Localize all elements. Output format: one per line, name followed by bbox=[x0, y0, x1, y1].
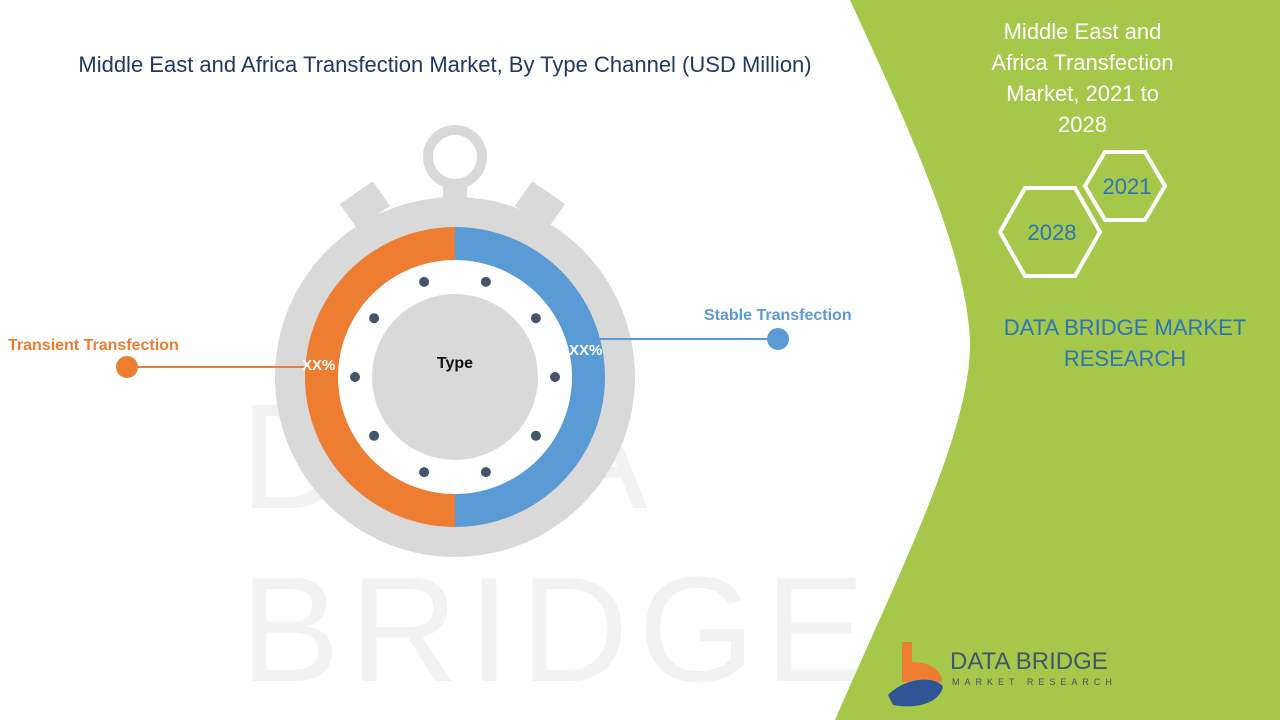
chart-title: Middle East and Africa Transfection Mark… bbox=[78, 52, 812, 77]
year-2028: 2028 bbox=[1027, 220, 1077, 245]
dial-dot bbox=[419, 276, 430, 287]
dial-dot bbox=[530, 430, 541, 441]
hexagon-2028 bbox=[997, 186, 1103, 278]
dial-dot bbox=[480, 276, 491, 287]
data-label-transient: XX% bbox=[302, 357, 336, 374]
green-panel bbox=[835, 0, 1280, 720]
center-label: Type bbox=[436, 355, 474, 372]
marker-left bbox=[116, 356, 138, 378]
dial-dot bbox=[350, 372, 360, 382]
category-label-transient: Transient Transfection bbox=[8, 337, 179, 354]
stopwatch-button-right bbox=[515, 181, 565, 229]
stopwatch-knob bbox=[423, 125, 487, 189]
dial-dot bbox=[369, 430, 380, 441]
hexagon-2021 bbox=[1082, 150, 1168, 222]
dial-dot bbox=[369, 313, 380, 324]
center-circle bbox=[372, 294, 538, 460]
dial-dot bbox=[419, 467, 430, 478]
dial-dot bbox=[530, 313, 541, 324]
logo-icon bbox=[902, 642, 942, 682]
brand-text: DATA BRIDGE MARKET RESEARCH bbox=[1003, 315, 1247, 371]
dial-dot bbox=[550, 372, 560, 382]
side-title: Middle East and Africa Transfection Mark… bbox=[991, 19, 1174, 137]
logo-subtext: MARKET RESEARCH bbox=[952, 677, 1117, 687]
logo-text: DATA BRIDGE bbox=[950, 648, 1108, 675]
dial-dot bbox=[480, 467, 491, 478]
category-label-stable: Stable Transfection bbox=[704, 307, 852, 324]
marker-right bbox=[767, 328, 789, 350]
data-label-stable: XX% bbox=[569, 342, 603, 359]
stopwatch-button-left bbox=[340, 181, 390, 229]
year-2021: 2021 bbox=[1102, 174, 1152, 199]
